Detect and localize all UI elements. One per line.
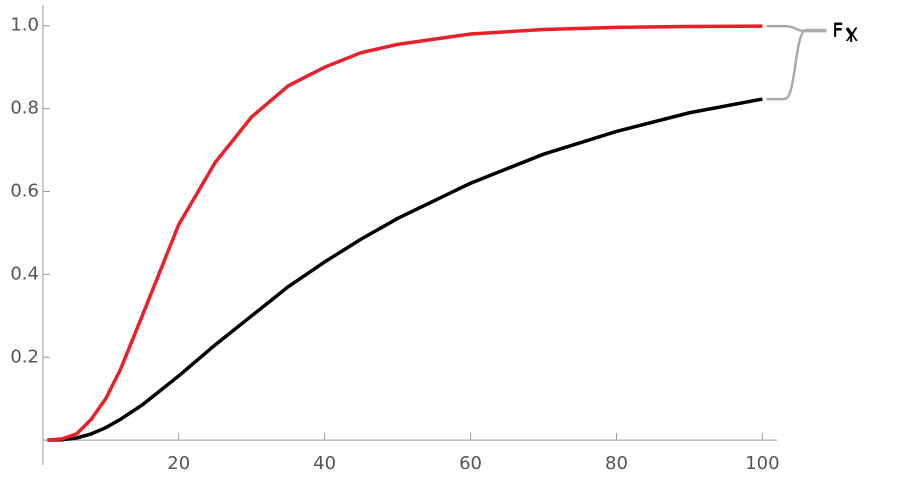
- y-tick-label: 0.6: [10, 180, 39, 201]
- y-tick-label: 0.8: [10, 98, 39, 119]
- label-leader: [766, 28, 827, 101]
- y-tick-label: 0.4: [10, 263, 39, 284]
- series-line: [47, 97, 763, 442]
- label-leader: [766, 24, 827, 33]
- x-tick-label: 60: [459, 453, 482, 474]
- y-tick-label: 1.0: [10, 15, 39, 36]
- series-line: [47, 24, 763, 442]
- x-tick-label: 80: [605, 453, 628, 474]
- x-tick-label: 20: [167, 453, 190, 474]
- x-tick-label: 40: [313, 453, 336, 474]
- y-tick-label: 0.2: [10, 346, 39, 367]
- x-tick-label: 100: [745, 453, 779, 474]
